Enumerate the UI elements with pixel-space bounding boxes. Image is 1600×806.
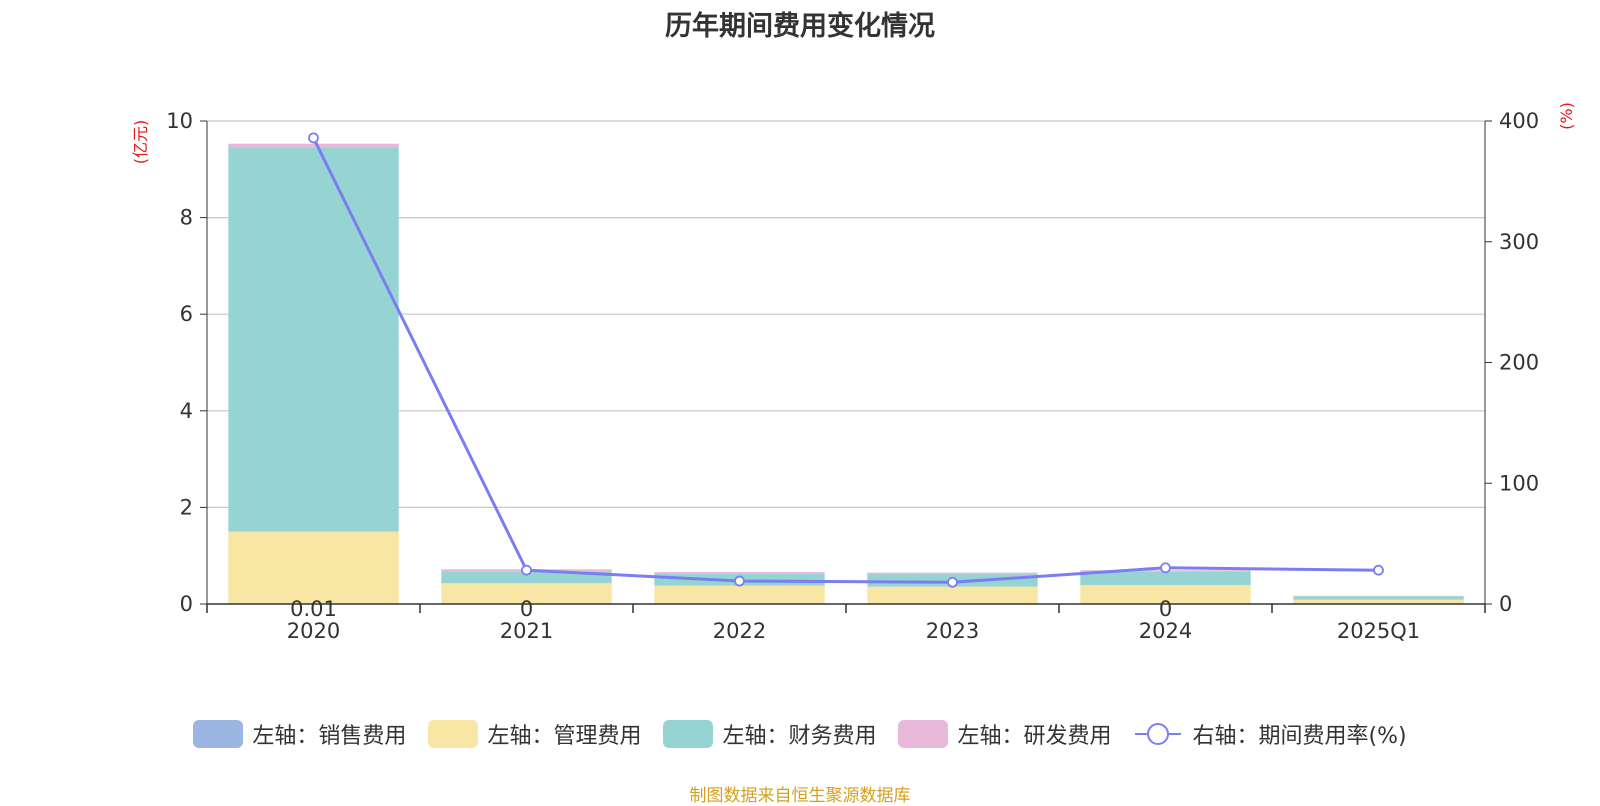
legend-label-rate: 右轴：期间费用率(%)	[1192, 724, 1407, 749]
gridlines	[207, 120, 1485, 508]
bar-series	[228, 143, 1464, 605]
bar-segment	[228, 143, 399, 148]
rate-point	[521, 564, 532, 576]
legend-item-admin[interactable]: 左轴：管理费用	[428, 718, 641, 750]
right-axis-tick-label: 300	[1499, 230, 1539, 254]
legend-swatch-rnd	[898, 720, 949, 748]
x-axis-tick-label: 2021	[500, 619, 553, 643]
legend-label-admin: 左轴：管理费用	[487, 724, 642, 749]
bar-segment	[441, 583, 612, 604]
bar-segment	[654, 572, 825, 574]
legend-item-finance[interactable]: 左轴：财务费用	[663, 718, 876, 750]
bar-segment	[1080, 585, 1251, 604]
x-axis-tick-label: 2020	[287, 619, 340, 643]
legend-swatch-finance	[663, 720, 714, 748]
right-axis-tick-label: 400	[1499, 109, 1539, 133]
bar-segment	[441, 571, 612, 584]
chart-title: 历年期间费用变化情况	[665, 11, 935, 42]
legend-line-circle-icon	[1135, 723, 1182, 745]
bar-segment	[1293, 595, 1464, 597]
source-note: 制图数据来自恒生聚源数据库	[689, 786, 911, 806]
left-axis-tick-label: 8	[180, 206, 193, 230]
x-axis-tick-label: 2025Q1	[1337, 619, 1420, 643]
left-axis-tick-label: 10	[166, 109, 193, 133]
x-axis-tick-label: 2022	[713, 619, 766, 643]
x-axis-tick-label: 2023	[926, 619, 979, 643]
bar-segment	[228, 531, 399, 604]
rate-point	[947, 576, 958, 588]
bar-segment	[867, 572, 1038, 575]
bar-segment	[1293, 596, 1464, 600]
bar-data-label: 0.01	[290, 597, 337, 621]
rate-point	[308, 132, 319, 144]
bar-segment	[867, 586, 1038, 604]
bar-segment	[228, 147, 399, 532]
legend-item-sales[interactable]: 左轴：销售费用	[193, 718, 406, 750]
rate-point	[734, 575, 745, 587]
legend-item-rate[interactable]: 右轴：期间费用率(%)	[1133, 718, 1407, 750]
rate-point	[1160, 562, 1171, 574]
bar-data-label: 0	[1159, 597, 1172, 621]
bar-segment	[1080, 571, 1251, 586]
right-axis-unit: (%)	[1557, 102, 1576, 130]
left-axis-unit: (亿元)	[131, 120, 150, 165]
legend-swatch-admin	[428, 720, 479, 748]
right-axis-tick-label: 100	[1499, 471, 1539, 495]
bar-segment	[1293, 599, 1464, 604]
legend-item-rnd[interactable]: 左轴：研发费用	[898, 718, 1111, 750]
left-axis-tick-label: 2	[180, 495, 193, 519]
left-axis-tick-label: 0	[180, 592, 193, 616]
right-axis-tick-label: 200	[1499, 351, 1539, 375]
x-axis-tick-label: 2024	[1139, 619, 1192, 643]
left-axis-tick-label: 6	[180, 302, 193, 326]
rate-point	[1373, 564, 1384, 576]
right-axis-tick-label: 0	[1499, 592, 1512, 616]
bar-data-label: 0	[520, 597, 533, 621]
left-axis-tick-label: 4	[180, 399, 193, 423]
legend-label-finance: 左轴：财务费用	[722, 724, 877, 749]
legend-swatch-sales	[193, 720, 244, 748]
legend-label-rnd: 左轴：研发费用	[957, 724, 1112, 749]
data-labels: 0.01 0 0	[290, 597, 1172, 621]
rate-line-series	[308, 132, 1384, 588]
rate-line	[312, 137, 1379, 584]
legend: 左轴：销售费用 左轴：管理费用 左轴：财务费用 左轴：研发费用 右轴：期间费用率…	[0, 718, 1600, 750]
legend-label-sales: 左轴：销售费用	[252, 724, 407, 749]
bar-segment	[654, 585, 825, 604]
